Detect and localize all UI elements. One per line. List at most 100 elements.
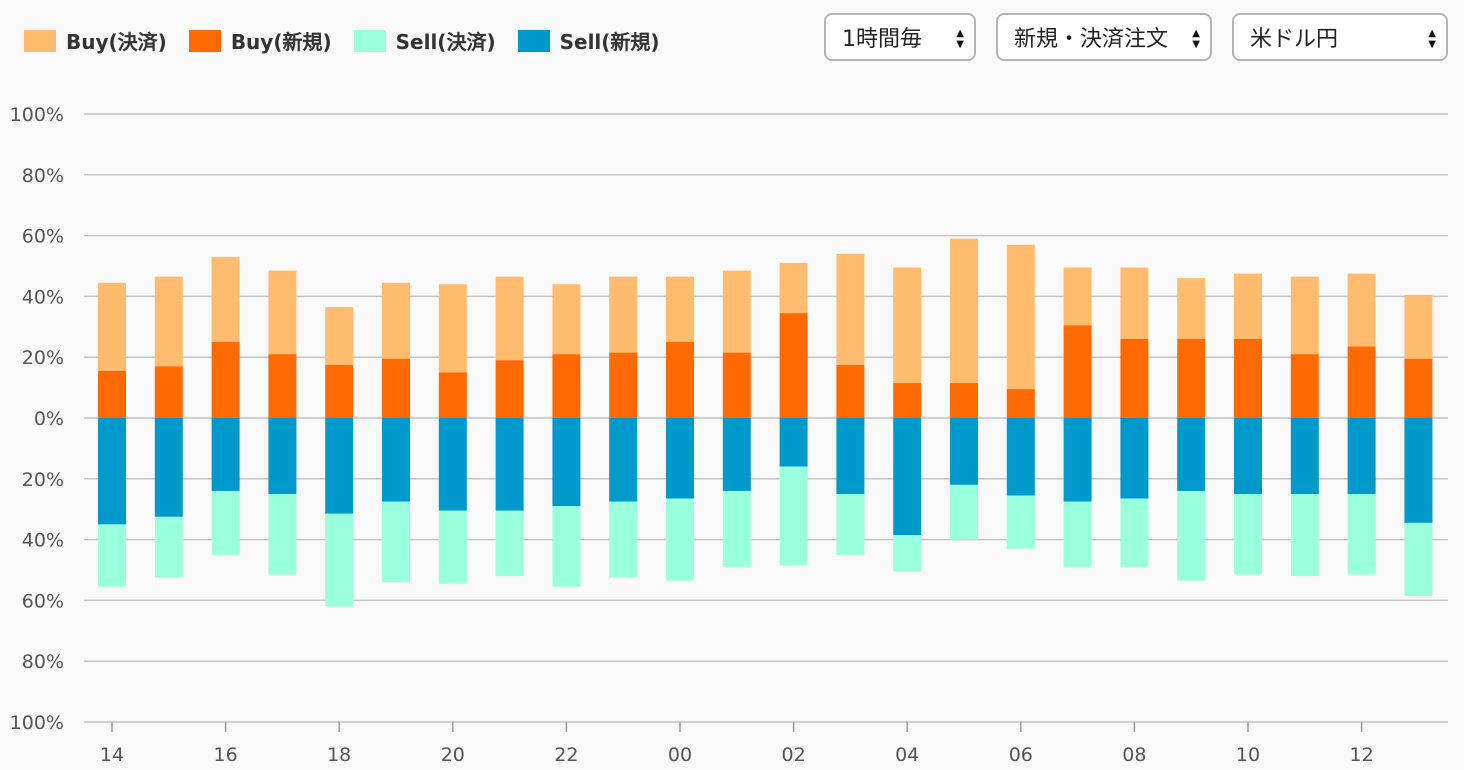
bar-sell-new xyxy=(154,418,183,517)
bar-buy-new xyxy=(211,342,240,418)
legend-item-buy-new: Buy(新規) xyxy=(188,26,332,55)
legend-swatch-buy-close xyxy=(24,29,56,52)
bar-sell-close xyxy=(438,510,467,584)
bar-buy-new xyxy=(382,358,410,418)
y-tick-label: 40% xyxy=(22,286,64,308)
bar-sell-new xyxy=(495,418,524,511)
bar-buy-new xyxy=(1120,338,1149,418)
order-type-select-value: 新規・決済注文 xyxy=(1014,27,1169,52)
bar-sell-new xyxy=(98,418,126,525)
interval-select[interactable]: 1時間毎 ▲ ▼ xyxy=(824,13,976,61)
x-tick-label: 22 xyxy=(554,744,578,766)
x-tick-label: 14 xyxy=(100,744,124,766)
bar-buy-new xyxy=(1177,338,1206,418)
legend-item-sell-close: Sell(決済) xyxy=(353,26,496,55)
bar-buy-close xyxy=(1120,267,1149,339)
bar-buy-close xyxy=(666,276,694,342)
bar-buy-new xyxy=(1347,346,1376,418)
bar-buy-new xyxy=(1063,325,1092,418)
x-tick-label: 08 xyxy=(1122,744,1146,766)
bar-buy-new xyxy=(552,354,581,418)
bar-sell-close xyxy=(666,498,694,581)
bar-sell-new xyxy=(1006,418,1035,496)
bar-buy-new xyxy=(666,342,694,418)
bar-buy-new xyxy=(154,366,183,418)
bar-sell-new xyxy=(950,418,978,485)
currency-select-value: 米ドル円 xyxy=(1250,27,1339,52)
bar-sell-new xyxy=(438,418,467,511)
x-tick-label: 18 xyxy=(327,744,351,766)
bar-sell-close xyxy=(722,490,751,567)
bar-buy-close xyxy=(552,284,581,355)
x-tick-label: 16 xyxy=(214,744,238,766)
bar-sell-new xyxy=(722,418,751,491)
bar-buy-new xyxy=(893,383,922,418)
bar-sell-new xyxy=(1234,418,1262,494)
bar-buy-close xyxy=(1234,273,1262,339)
bar-sell-new xyxy=(836,418,865,494)
y-tick-label: 80% xyxy=(22,165,64,187)
bar-sell-new xyxy=(1063,418,1092,502)
x-tick-label: 02 xyxy=(782,744,806,766)
bar-sell-close xyxy=(1120,498,1149,567)
bar-buy-close xyxy=(382,282,410,359)
y-tick-label: 40% xyxy=(22,530,64,552)
bar-buy-close xyxy=(98,282,126,371)
y-tick-label: 100% xyxy=(10,104,64,126)
order-type-select[interactable]: 新規・決済注文 ▲ ▼ xyxy=(996,13,1212,61)
bar-sell-close xyxy=(1404,522,1433,596)
x-tick-label: 20 xyxy=(441,744,465,766)
bar-buy-close xyxy=(1290,276,1319,355)
bar-buy-close xyxy=(1404,294,1433,359)
bar-buy-close xyxy=(1006,244,1035,390)
legend-item-buy-close: Buy(決済) xyxy=(24,26,167,55)
x-tick-label: 12 xyxy=(1350,744,1374,766)
bar-sell-new xyxy=(382,418,410,502)
bar-sell-close xyxy=(325,513,354,607)
bar-buy-new xyxy=(836,364,865,418)
legend-item-sell-new: Sell(新規) xyxy=(517,26,660,55)
bar-sell-close xyxy=(1006,495,1035,549)
bar-buy-new xyxy=(1290,354,1319,418)
bar-sell-close xyxy=(779,466,808,566)
x-tick-label: 04 xyxy=(895,744,919,766)
bar-sell-close xyxy=(1290,494,1319,577)
bar-buy-new xyxy=(1006,389,1035,418)
bar-sell-new xyxy=(268,418,297,494)
bar-buy-close xyxy=(438,284,467,373)
y-tick-label: 20% xyxy=(22,469,64,491)
bar-sell-close xyxy=(950,484,978,540)
y-tick-label: 100% xyxy=(10,712,64,734)
bar-buy-close xyxy=(779,262,808,314)
bar-buy-close xyxy=(836,253,865,365)
bar-buy-new xyxy=(438,372,467,418)
legend-swatch-sell-new xyxy=(517,29,550,52)
bar-buy-close xyxy=(495,276,524,361)
bar-sell-close xyxy=(382,501,410,583)
bar-buy-new xyxy=(1234,338,1262,418)
bar-buy-close xyxy=(1347,273,1376,347)
bar-buy-new xyxy=(98,370,126,418)
bar-buy-new xyxy=(325,364,354,418)
bar-sell-new xyxy=(893,418,922,536)
bar-sell-new xyxy=(325,418,354,514)
legend-label-buy-close: Buy(決済) xyxy=(66,30,167,54)
legend-label-buy-new: Buy(新規) xyxy=(230,30,332,54)
bar-sell-close xyxy=(1063,501,1092,567)
bar-sell-close xyxy=(1347,494,1376,575)
bar-sell-close xyxy=(609,501,638,578)
bar-buy-close xyxy=(325,307,354,365)
bar-sell-new xyxy=(1404,418,1433,523)
bar-sell-close xyxy=(836,494,865,555)
bar-sell-close xyxy=(552,506,581,587)
currency-select[interactable]: 米ドル円 ▲ ▼ xyxy=(1232,13,1448,61)
bar-buy-close xyxy=(1177,278,1206,339)
y-tick-label: 20% xyxy=(22,347,64,369)
bar-buy-close xyxy=(268,270,297,355)
legend-label-sell-close: Sell(決済) xyxy=(395,30,496,54)
bar-buy-new xyxy=(495,360,524,418)
x-tick-label: 00 xyxy=(668,744,692,766)
legend-swatch-buy-new xyxy=(188,29,221,52)
bar-buy-close xyxy=(1063,267,1092,326)
